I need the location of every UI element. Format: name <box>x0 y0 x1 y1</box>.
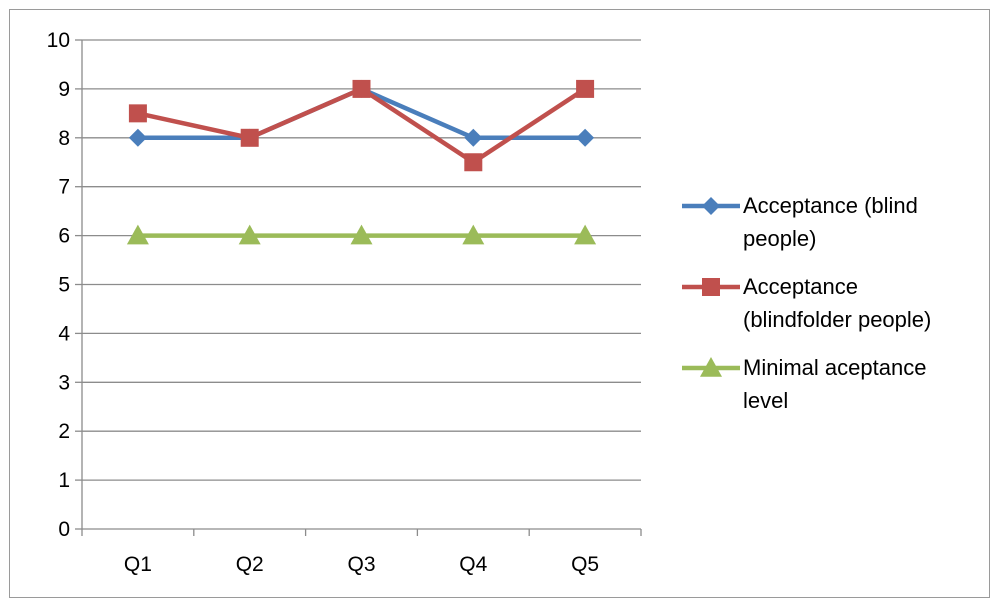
y-tick-label: 0 <box>58 518 70 541</box>
legend: Acceptance (blind people) Acceptance (blind… <box>682 193 931 413</box>
y-tick-label: 7 <box>58 176 70 199</box>
y-tick-label: 10 <box>47 29 70 52</box>
data-point-diamond <box>464 128 483 147</box>
legend-label: level <box>743 388 788 413</box>
legend-label: Minimal aceptance <box>743 355 926 380</box>
legend-label: Acceptance <box>743 274 858 299</box>
y-tick-label: 3 <box>58 371 70 394</box>
chart-frame <box>9 9 990 598</box>
legend-item-2: Acceptance (blindfolder people) <box>682 274 931 332</box>
x-tick-labels: Q1 Q2 Q3 Q4 Q5 <box>124 553 599 576</box>
data-point-triangle <box>574 224 597 245</box>
series-2 <box>128 79 595 172</box>
y-tick-label: 1 <box>58 469 70 492</box>
data-point-diamond <box>576 128 595 147</box>
legend-marker-triangle <box>700 357 722 377</box>
legend-label: (blindfolder people) <box>743 307 931 332</box>
series-group <box>126 79 597 245</box>
data-point-triangle <box>462 224 485 245</box>
data-point-triangle <box>238 224 261 245</box>
series-3 <box>126 224 597 245</box>
data-point-square <box>464 153 483 172</box>
series-line <box>137 86 587 165</box>
y-tick-label: 2 <box>58 420 70 443</box>
data-point-square <box>240 128 259 147</box>
legend-marker-square <box>702 278 720 296</box>
data-point-square <box>128 104 147 123</box>
legend-marker-diamond <box>702 197 720 215</box>
axes <box>75 39 642 536</box>
y-tick-label: 6 <box>58 225 70 248</box>
legend-item-3: Minimal aceptance level <box>682 355 926 413</box>
data-point-square <box>576 79 595 98</box>
x-tick-label: Q4 <box>459 553 487 576</box>
legend-label: people) <box>743 226 816 251</box>
x-tick-label: Q5 <box>571 553 599 576</box>
legend-item-1: Acceptance (blind people) <box>682 193 918 251</box>
y-tick-labels: 0 1 2 3 4 5 6 7 8 9 10 <box>47 29 71 541</box>
x-tick-label: Q3 <box>347 553 375 576</box>
y-tick-label: 5 <box>58 274 70 297</box>
x-tick-label: Q2 <box>236 553 264 576</box>
data-point-diamond <box>128 128 147 147</box>
y-tick-label: 9 <box>58 78 70 101</box>
x-tick-label: Q1 <box>124 553 152 576</box>
data-point-triangle <box>350 224 373 245</box>
y-tick-label: 8 <box>58 127 70 150</box>
data-point-triangle <box>126 224 149 245</box>
legend-label: Acceptance (blind <box>743 193 918 218</box>
data-point-square <box>352 79 371 98</box>
y-tick-label: 4 <box>58 322 70 345</box>
